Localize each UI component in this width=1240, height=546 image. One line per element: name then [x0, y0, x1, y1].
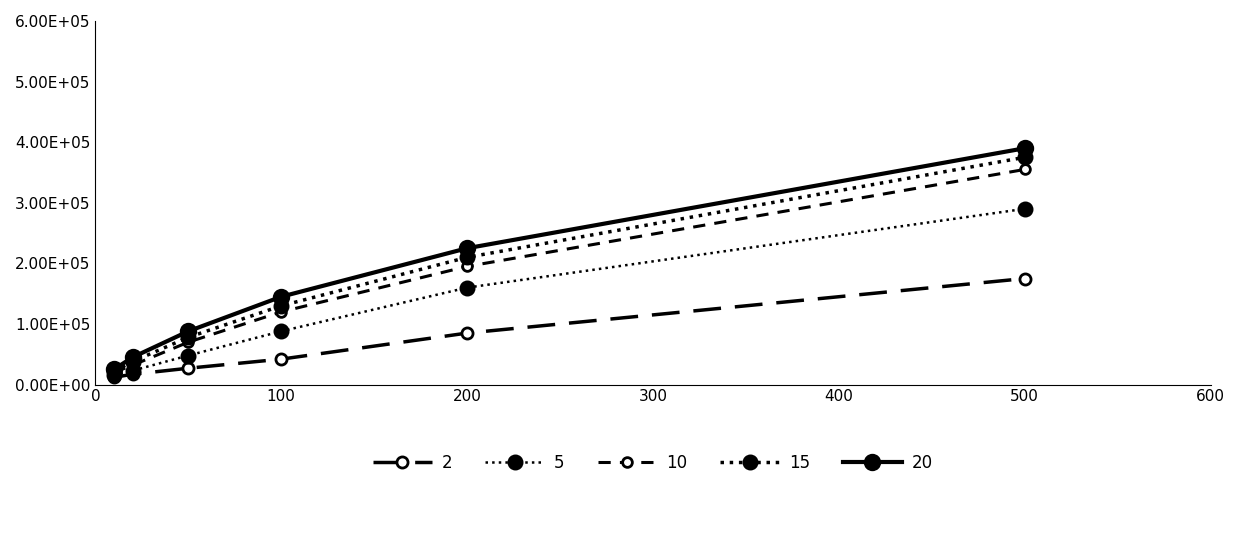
Legend: 2, 5, 10, 15, 20: 2, 5, 10, 15, 20	[367, 448, 940, 479]
